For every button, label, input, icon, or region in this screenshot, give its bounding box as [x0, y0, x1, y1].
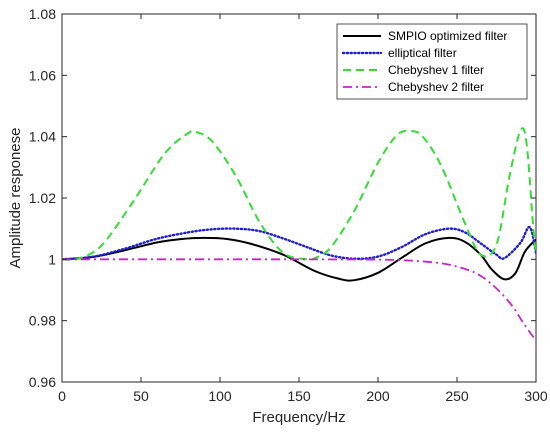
series-line-4	[62, 258, 536, 342]
y-axis-label: Amplitude responese	[7, 128, 24, 269]
y-tick-label: 1	[48, 251, 56, 267]
legend-label-1: SMPIO optimized filter	[388, 29, 507, 43]
x-tick-label: 300	[524, 388, 548, 404]
x-tick-label: 100	[208, 388, 232, 404]
series-line-1	[62, 236, 536, 282]
x-tick-label: 0	[58, 388, 66, 404]
legend-label-4: Chebyshev 2 filter	[388, 80, 484, 94]
y-tick-label: 1.02	[29, 190, 56, 206]
x-tick-label: 250	[445, 388, 469, 404]
legend: SMPIO optimized filter elliptical filter C…	[336, 23, 528, 100]
y-tick-label: 1.08	[29, 6, 56, 22]
ticks-layer: 0 50 100 150 200 250 300 0.96 0.98 1 1.02 1.04 1.06 1…	[29, 6, 548, 404]
y-tick-label: 0.96	[29, 374, 56, 390]
x-tick-label: 50	[133, 388, 149, 404]
series-layer	[62, 127, 536, 342]
legend-label-3: Chebyshev 1 filter	[388, 63, 484, 77]
x-tick-label: 150	[287, 388, 311, 404]
x-axis-label: Frequency/Hz	[252, 409, 345, 426]
series-line-3	[62, 127, 536, 261]
y-tick-label: 1.04	[29, 129, 56, 145]
y-tick-label: 1.06	[29, 67, 56, 83]
y-tick-label: 0.98	[29, 313, 56, 329]
x-tick-label: 200	[366, 388, 390, 404]
legend-label-2: elliptical filter	[388, 46, 457, 60]
